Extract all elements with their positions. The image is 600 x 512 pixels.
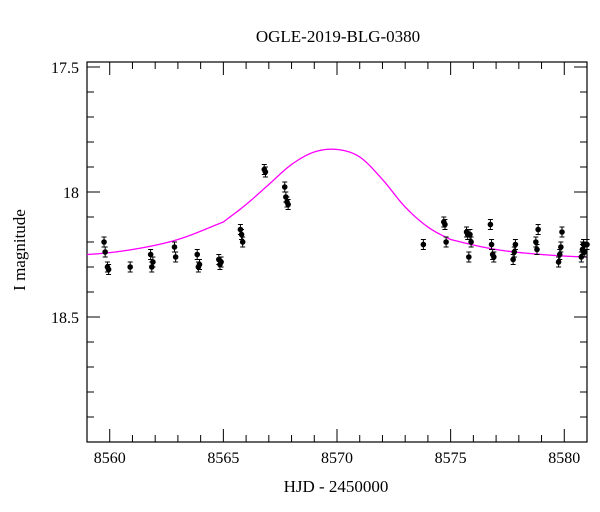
data-point xyxy=(171,244,178,250)
data-point xyxy=(467,231,473,238)
x-tick-label: 8570 xyxy=(321,450,353,467)
data-point xyxy=(285,201,291,208)
data-point xyxy=(578,254,585,260)
data-point xyxy=(101,239,107,245)
data-point xyxy=(555,259,562,265)
data-point xyxy=(194,251,201,258)
data-point xyxy=(466,254,472,260)
x-tick-label: 8560 xyxy=(94,450,126,467)
model-curve-group xyxy=(86,148,588,258)
data-point xyxy=(559,229,565,235)
data-point xyxy=(533,239,539,245)
data-point xyxy=(468,239,474,245)
data-point xyxy=(491,254,497,260)
data-point xyxy=(443,239,449,245)
data-point xyxy=(512,241,519,248)
data-point xyxy=(147,251,154,258)
x-axis-label: HJD - 2450000 xyxy=(284,477,389,496)
model-curve xyxy=(86,148,588,258)
data-point xyxy=(420,241,427,248)
data-point xyxy=(262,169,269,175)
data-point xyxy=(127,264,133,270)
data-point xyxy=(511,249,518,255)
data-points-group xyxy=(101,164,590,275)
data-point xyxy=(535,226,541,233)
data-point xyxy=(281,184,288,190)
axes: 8560 8565 8570 8575 8580 17.5 18 18.5 xyxy=(51,60,588,467)
data-point xyxy=(534,246,540,253)
data-point xyxy=(510,256,516,263)
data-point xyxy=(218,259,224,265)
x-tick-label: 8580 xyxy=(548,450,580,467)
data-point xyxy=(172,254,179,260)
data-point xyxy=(556,251,563,258)
data-point xyxy=(238,231,245,238)
y-tick-label: 18.5 xyxy=(51,310,79,327)
x-tick-label: 8575 xyxy=(435,450,467,467)
chart-title: OGLE-2019-BLG-0380 xyxy=(256,27,420,46)
data-point xyxy=(442,221,448,228)
data-point xyxy=(487,221,494,228)
data-point xyxy=(105,266,112,273)
data-point xyxy=(102,249,108,255)
y-axis-label: I magnitude xyxy=(10,209,29,291)
y-tick-label: 17.5 xyxy=(51,60,79,77)
data-point xyxy=(584,241,590,248)
data-point xyxy=(239,239,246,245)
data-point xyxy=(558,244,564,250)
data-point xyxy=(581,249,588,255)
data-point xyxy=(196,261,203,268)
x-tick-label: 8565 xyxy=(207,450,239,467)
data-point xyxy=(150,259,156,265)
data-point xyxy=(488,241,495,248)
y-tick-label: 18 xyxy=(63,185,79,202)
